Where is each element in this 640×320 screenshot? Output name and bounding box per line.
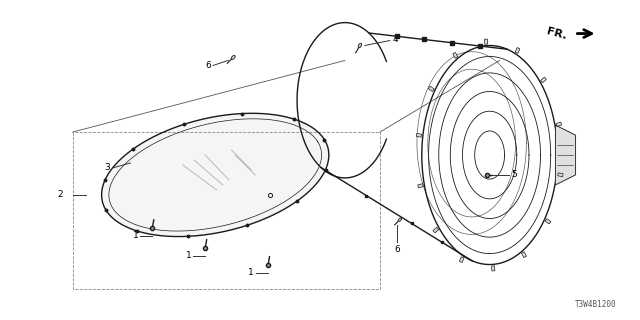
Bar xyxy=(515,48,520,53)
Text: 6: 6 xyxy=(205,61,211,70)
Text: T3W4B1200: T3W4B1200 xyxy=(575,300,616,309)
Ellipse shape xyxy=(358,43,362,48)
Bar xyxy=(452,52,458,58)
Bar xyxy=(557,173,563,177)
Bar xyxy=(428,86,434,92)
Text: 1: 1 xyxy=(248,268,254,277)
Text: 4: 4 xyxy=(393,35,399,44)
Bar xyxy=(556,122,561,126)
Text: 2: 2 xyxy=(57,190,63,199)
Bar xyxy=(484,39,488,44)
Text: FR.: FR. xyxy=(545,26,568,41)
Bar xyxy=(433,227,438,233)
Bar xyxy=(545,219,551,224)
Text: 5: 5 xyxy=(511,171,517,180)
Bar xyxy=(416,133,422,137)
Bar xyxy=(541,77,547,83)
Text: 6: 6 xyxy=(394,244,400,254)
Polygon shape xyxy=(556,125,575,185)
Bar xyxy=(522,252,527,258)
Bar xyxy=(418,184,423,188)
Text: 1: 1 xyxy=(132,231,138,240)
Ellipse shape xyxy=(398,218,401,221)
Text: 1: 1 xyxy=(186,251,191,260)
Bar xyxy=(460,257,464,262)
Polygon shape xyxy=(102,113,329,236)
Ellipse shape xyxy=(231,55,235,60)
Text: 3: 3 xyxy=(105,164,111,172)
Bar xyxy=(492,266,495,271)
